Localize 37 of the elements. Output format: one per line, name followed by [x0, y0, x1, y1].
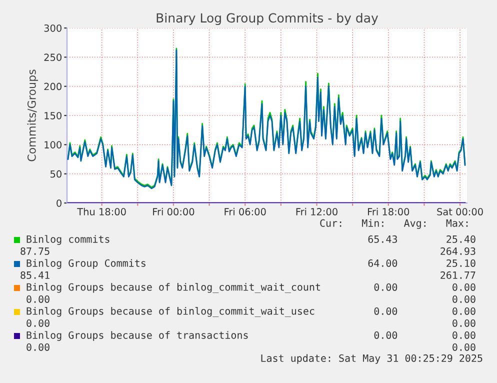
x-tick-label: Fri 12:00	[296, 208, 338, 216]
legend-label: Binlog Group Commits	[26, 259, 146, 269]
text: 0.00 0.00	[374, 283, 476, 291]
chart-title: Binary Log Group Commits - by day	[156, 12, 378, 26]
text: 0.00	[26, 295, 50, 303]
x-tick-label: Sat 00:00	[437, 208, 483, 216]
text: 0.00	[452, 343, 476, 351]
y-tick-label: 50	[50, 170, 62, 178]
text: 0.00 0.00	[374, 331, 476, 339]
y-tick-label: 250	[44, 54, 62, 61]
y-tick-label: 100	[44, 141, 62, 148]
y-tick-label: 150	[44, 112, 62, 120]
text: 0.00	[26, 343, 50, 351]
text: 64.00 25.10	[368, 259, 476, 267]
text: 65.43 25.40	[368, 235, 476, 243]
legend-label: Binlog Groups because of transactions	[26, 331, 248, 341]
text: Cur: Min: Avg: Max:	[320, 219, 468, 229]
text: 0.00	[452, 319, 476, 327]
text: 87.75	[20, 247, 50, 255]
x-tick-label: Thu 18:00	[77, 208, 126, 216]
y-axis-title: Commits/Groups	[27, 70, 38, 162]
legend-label: Binlog commits	[26, 235, 110, 245]
text: 0.00	[26, 319, 50, 327]
text: 85.41	[20, 271, 50, 279]
text: Last update: Sat May 31 00:25:29 2025	[261, 354, 482, 364]
text: 0.00	[452, 295, 476, 303]
legend-label: Binlog Groups because of binlog_commit_wait_usec	[26, 306, 314, 318]
y-tick-label: 200	[44, 82, 62, 90]
y-tick-label: 300	[44, 24, 62, 32]
text: 0.00 0.00	[374, 307, 476, 315]
legend-label: Binlog Groups because of binlog_commit_wait_count	[26, 282, 320, 294]
text: 264.93	[440, 247, 476, 255]
x-tick-label: Fri 18:00	[368, 208, 410, 216]
x-tick-label: Fri 00:00	[153, 208, 194, 216]
y-tick-label: 0	[56, 199, 62, 207]
text: 261.77	[440, 271, 476, 279]
x-tick-label: Fri 06:00	[224, 208, 266, 216]
